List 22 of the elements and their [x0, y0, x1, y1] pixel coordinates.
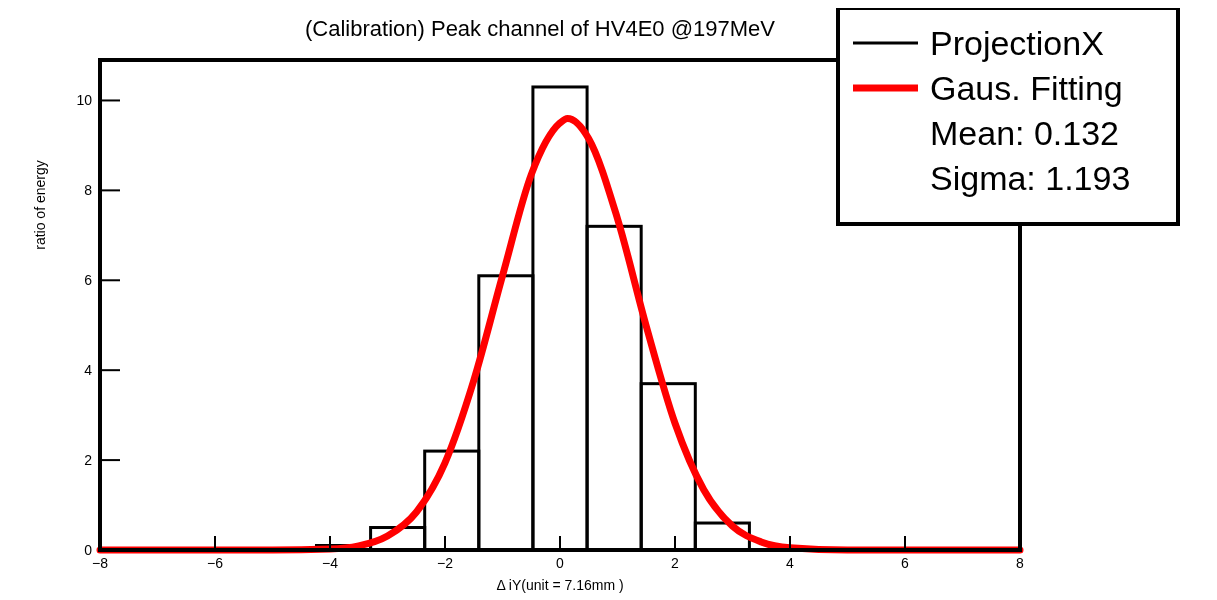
x-tick-label: −6 — [207, 555, 224, 571]
x-tick-label: −2 — [437, 555, 454, 571]
x-tick-label: 8 — [1016, 555, 1025, 571]
annotation: Mean: 0.132 — [930, 114, 1120, 152]
chart-title: (Calibration) Peak channel of HV4E0 @197MeV — [305, 16, 776, 41]
y-tick-label: 8 — [84, 182, 93, 199]
y-tick-label: 4 — [84, 362, 93, 379]
annotation: Sigma: 1.193 — [930, 159, 1131, 197]
legend-label: ProjectionX — [930, 24, 1104, 62]
y-axis-title: ratio of energy — [32, 160, 48, 250]
y-tick-label: 2 — [84, 452, 93, 469]
x-tick-label: 4 — [786, 555, 795, 571]
x-axis-title: Δ iY(unit = 7.16mm ) — [496, 577, 624, 593]
x-tick-label: −8 — [92, 555, 109, 571]
y-tick-label: 0 — [84, 542, 93, 558]
y-tick-label: 10 — [76, 92, 93, 109]
x-tick-label: 6 — [901, 555, 910, 571]
x-tick-label: −4 — [322, 555, 339, 571]
legend-label: Gaus. Fitting — [930, 69, 1123, 107]
x-tick-label: 0 — [556, 555, 565, 571]
y-tick-label: 6 — [84, 272, 93, 289]
x-tick-label: 2 — [671, 555, 680, 571]
